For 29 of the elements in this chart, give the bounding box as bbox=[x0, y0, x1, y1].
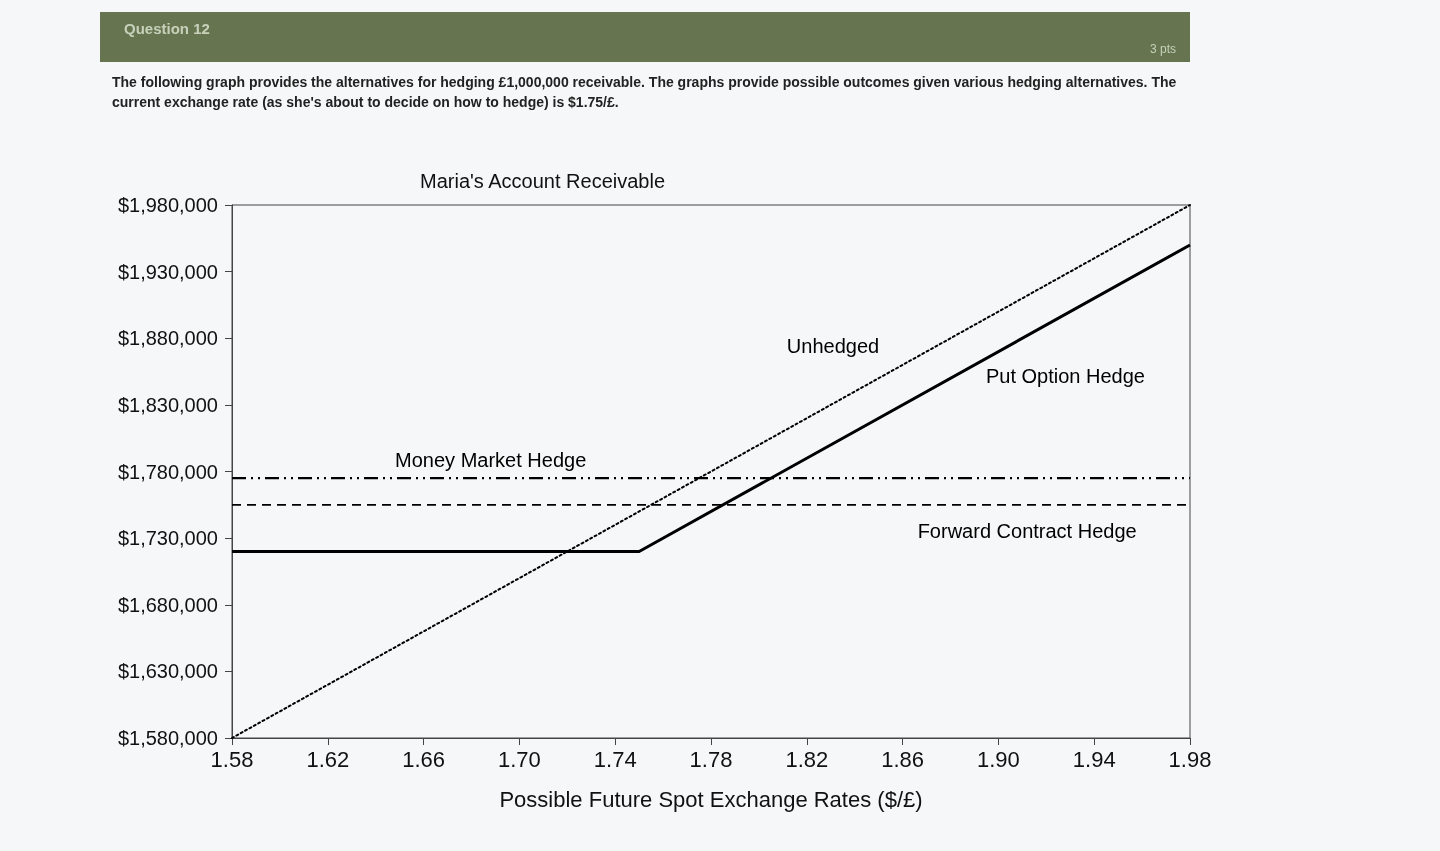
x-tick-label: 1.78 bbox=[689, 746, 733, 772]
y-tick-label: $1,680,000 bbox=[117, 593, 218, 616]
y-tick-label: $1,880,000 bbox=[117, 327, 218, 350]
x-tick-label: 1.62 bbox=[306, 746, 350, 772]
y-tick-label: $1,580,000 bbox=[117, 727, 218, 749]
x-tick-label: 1.70 bbox=[497, 746, 541, 772]
x-tick-label: 1.66 bbox=[402, 746, 446, 772]
y-tick-label: $1,980,000 bbox=[117, 194, 218, 216]
y-tick-label: $1,830,000 bbox=[117, 393, 218, 416]
text: The following graph provides the alternatives for hedging £1,000,000 receivable. The graphs provide possible outcomes given various hedging alternatives. The current exchange rate (as she's about to decide on how to hedge) is $1.75/£. bbox=[112, 73, 1178, 112]
chart-title: Maria's Account Receivable bbox=[420, 170, 666, 192]
series-label: Money Market Hedge bbox=[395, 449, 587, 472]
x-tick-label: 1.86 bbox=[881, 746, 925, 772]
y-tick-label: $1,780,000 bbox=[117, 460, 218, 483]
x-tick-label: 1.58 bbox=[210, 746, 254, 772]
y-tick-label: $1,630,000 bbox=[117, 660, 218, 683]
y-tick-label: $1,930,000 bbox=[117, 260, 218, 283]
series-label: Put Option Hedge bbox=[985, 365, 1145, 388]
y-tick-label: $1,730,000 bbox=[117, 527, 218, 550]
x-tick-label: 1.82 bbox=[785, 746, 829, 772]
x-axis-title: Possible Future Spot Exchange Rates ($/£) bbox=[499, 786, 923, 812]
text: Question 12 bbox=[124, 20, 210, 37]
x-tick-label: 1.90 bbox=[976, 746, 1020, 772]
text: 3 pts bbox=[1149, 42, 1176, 56]
x-tick-label: 1.74 bbox=[593, 746, 637, 772]
x-tick-label: 1.94 bbox=[1072, 746, 1116, 772]
x-tick-label: 1.98 bbox=[1168, 746, 1212, 772]
series-label: Unhedged bbox=[786, 335, 880, 358]
series-label: Forward Contract Hedge bbox=[917, 519, 1137, 542]
